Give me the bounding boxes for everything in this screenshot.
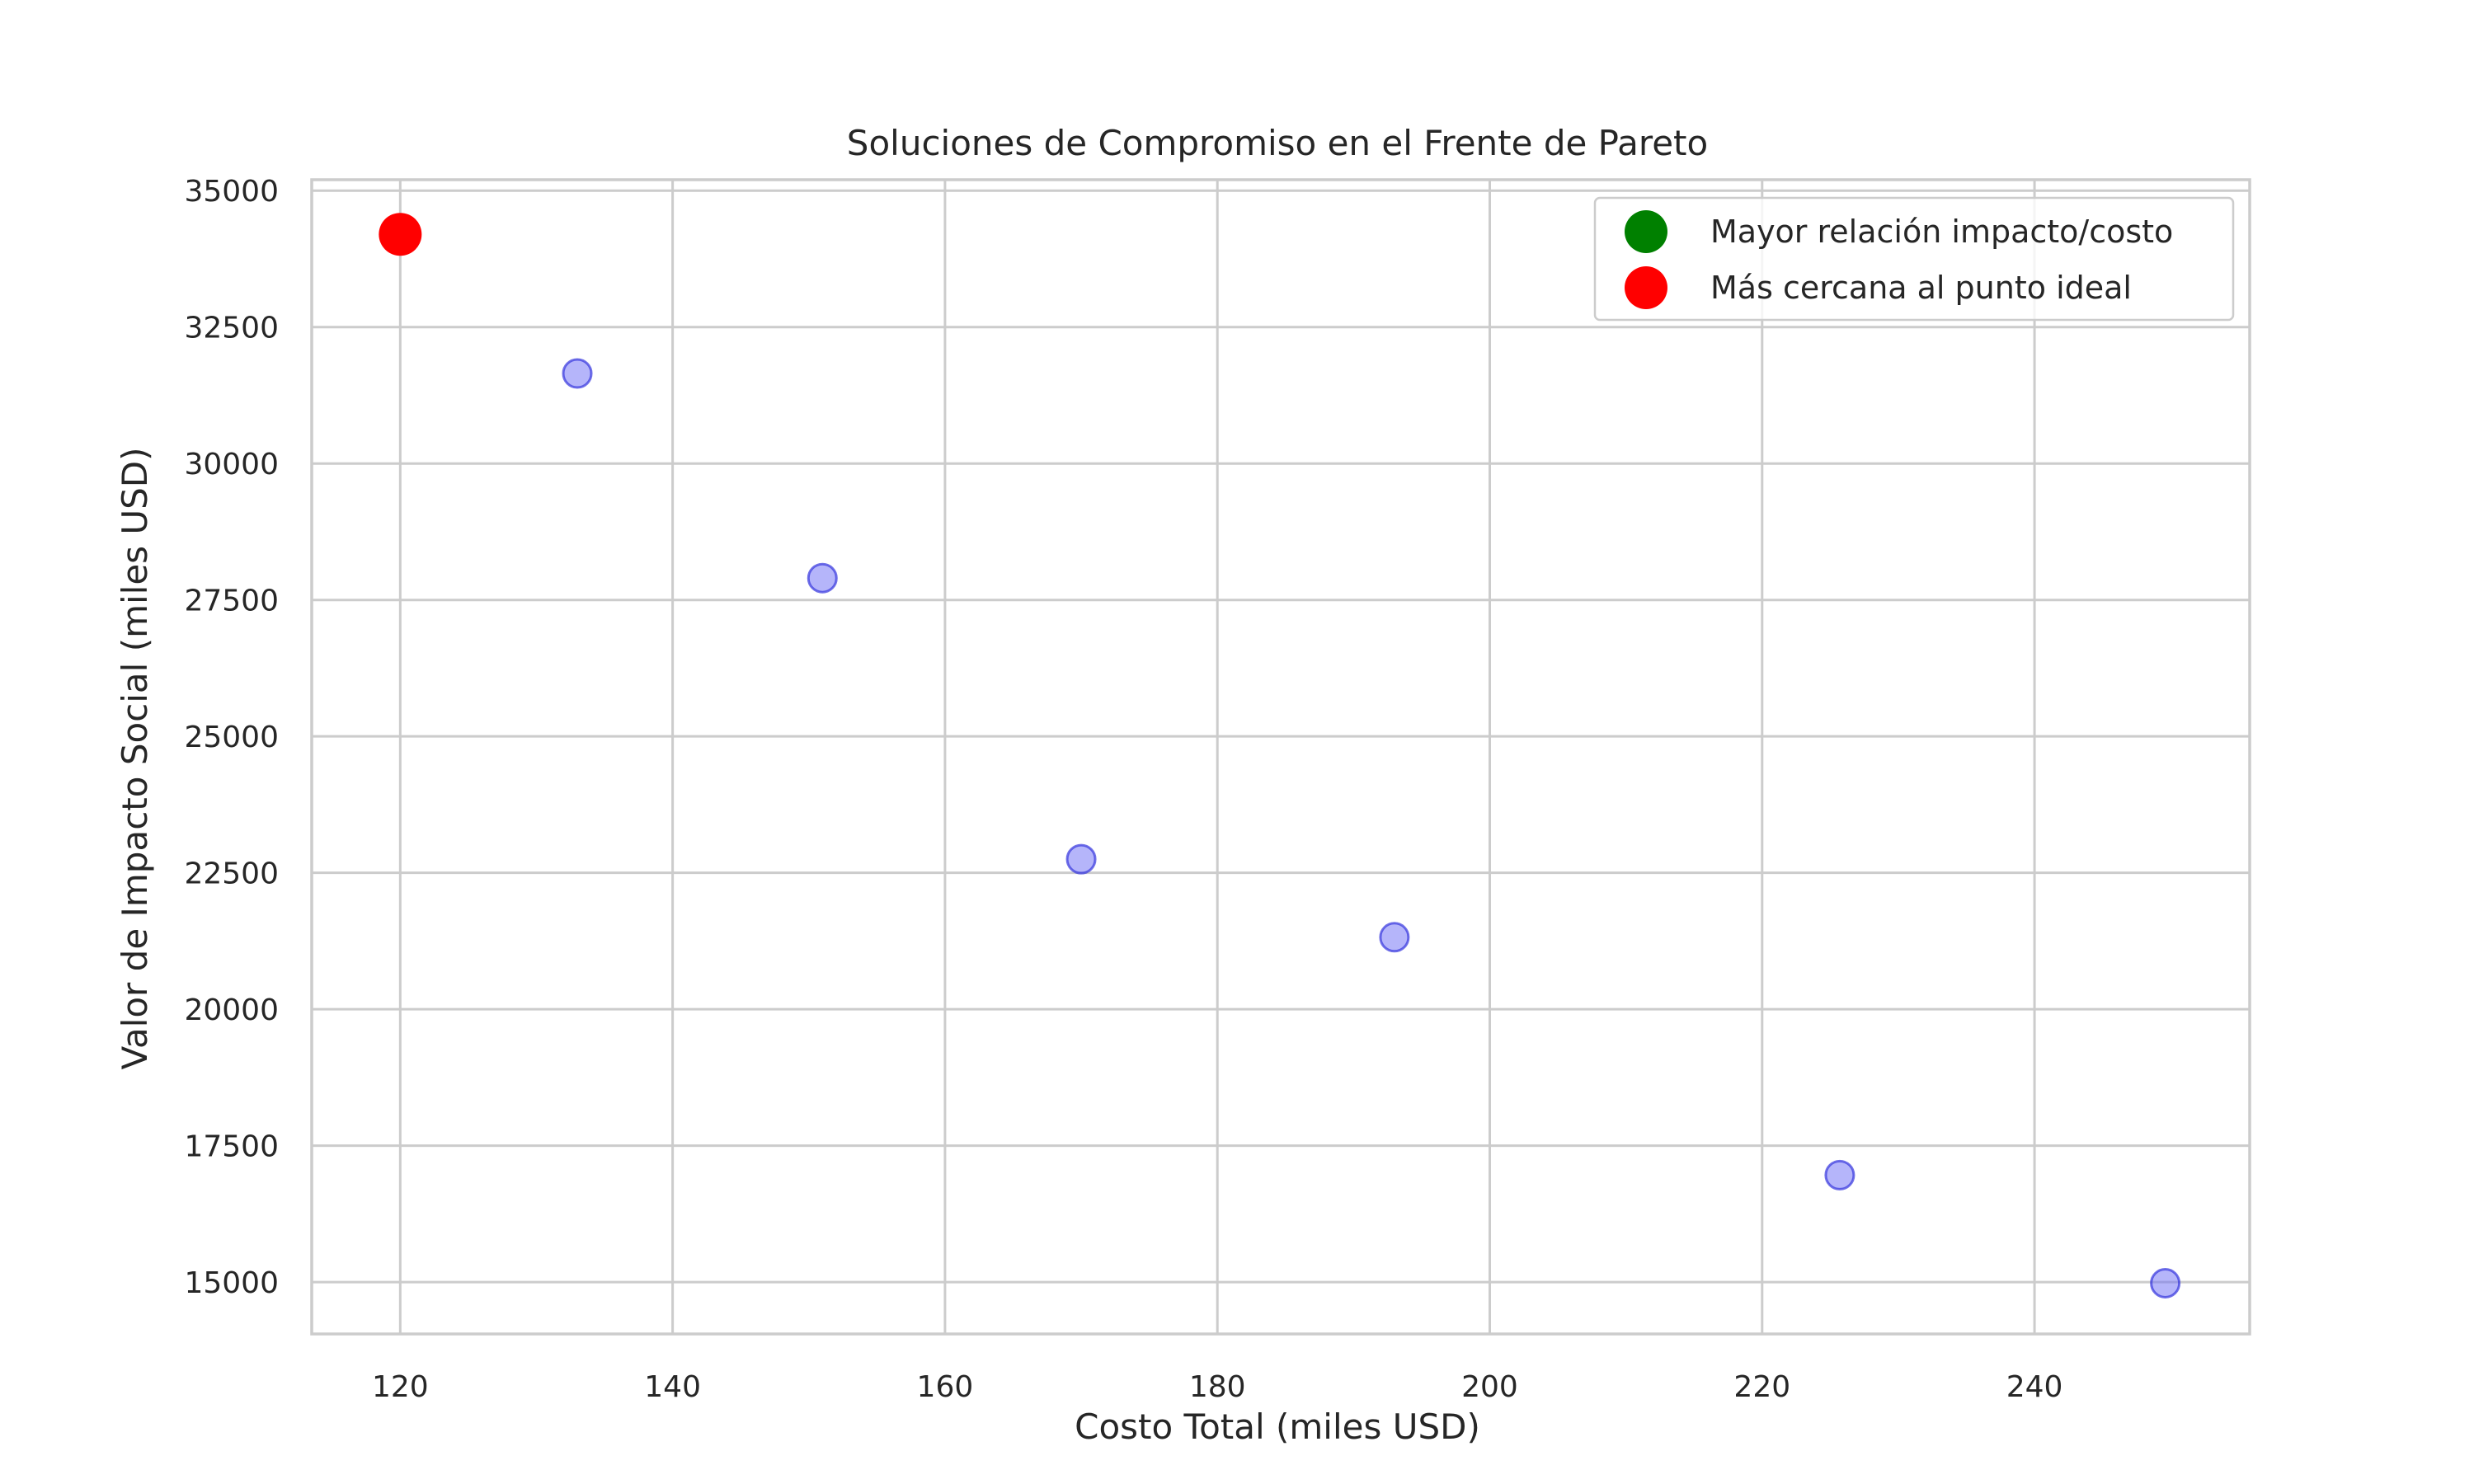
highlight-point [379, 213, 422, 256]
x-tick-label: 180 [1189, 1370, 1246, 1404]
y-axis-label: Valor de Impacto Social (miles USD) [115, 447, 155, 1069]
grid-lines [312, 180, 2250, 1334]
plot-frame [310, 178, 2251, 1336]
pareto-point [1065, 843, 1097, 875]
x-tick-label: 220 [1733, 1370, 1790, 1404]
pareto-point [1824, 1159, 1856, 1190]
legend-marker [1625, 266, 1667, 309]
x-tick-label: 200 [1461, 1370, 1518, 1404]
legend-box [1593, 196, 2235, 322]
y-tick-label: 30000 [184, 448, 279, 481]
legend-label: Más cercana al punto ideal [1710, 270, 2132, 306]
x-axis-ticks: 120 140 160 180 200 220 240 [372, 1370, 2062, 1404]
y-tick-label: 17500 [184, 1130, 279, 1164]
plot-background [312, 180, 2250, 1334]
pareto-point [807, 562, 838, 594]
pareto-point [1379, 922, 1410, 953]
y-tick-label: 32500 [184, 312, 279, 345]
x-axis-label: Costo Total (miles USD) [1075, 1407, 1480, 1447]
y-tick-label: 22500 [184, 857, 279, 891]
chart-title: Soluciones de Compromiso en el Frente de… [847, 123, 1708, 163]
y-tick-label: 25000 [184, 721, 279, 754]
pareto-point [562, 358, 593, 389]
data-points [379, 213, 2181, 1298]
y-tick-label: 27500 [184, 585, 279, 618]
x-tick-label: 140 [644, 1370, 701, 1404]
y-tick-label: 35000 [184, 175, 279, 209]
x-tick-label: 160 [917, 1370, 974, 1404]
y-tick-label: 15000 [184, 1266, 279, 1300]
pareto-point [2150, 1267, 2181, 1298]
legend: Mayor relación impacto/costo Más cercana … [1593, 196, 2235, 322]
legend-label: Mayor relación impacto/costo [1710, 214, 2173, 250]
x-tick-label: 120 [372, 1370, 429, 1404]
legend-marker [1625, 210, 1667, 253]
y-tick-label: 20000 [184, 993, 279, 1027]
y-axis-ticks: 15000 17500 20000 22500 25000 27500 30000 32500… [184, 175, 279, 1300]
x-tick-label: 240 [2006, 1370, 2063, 1404]
